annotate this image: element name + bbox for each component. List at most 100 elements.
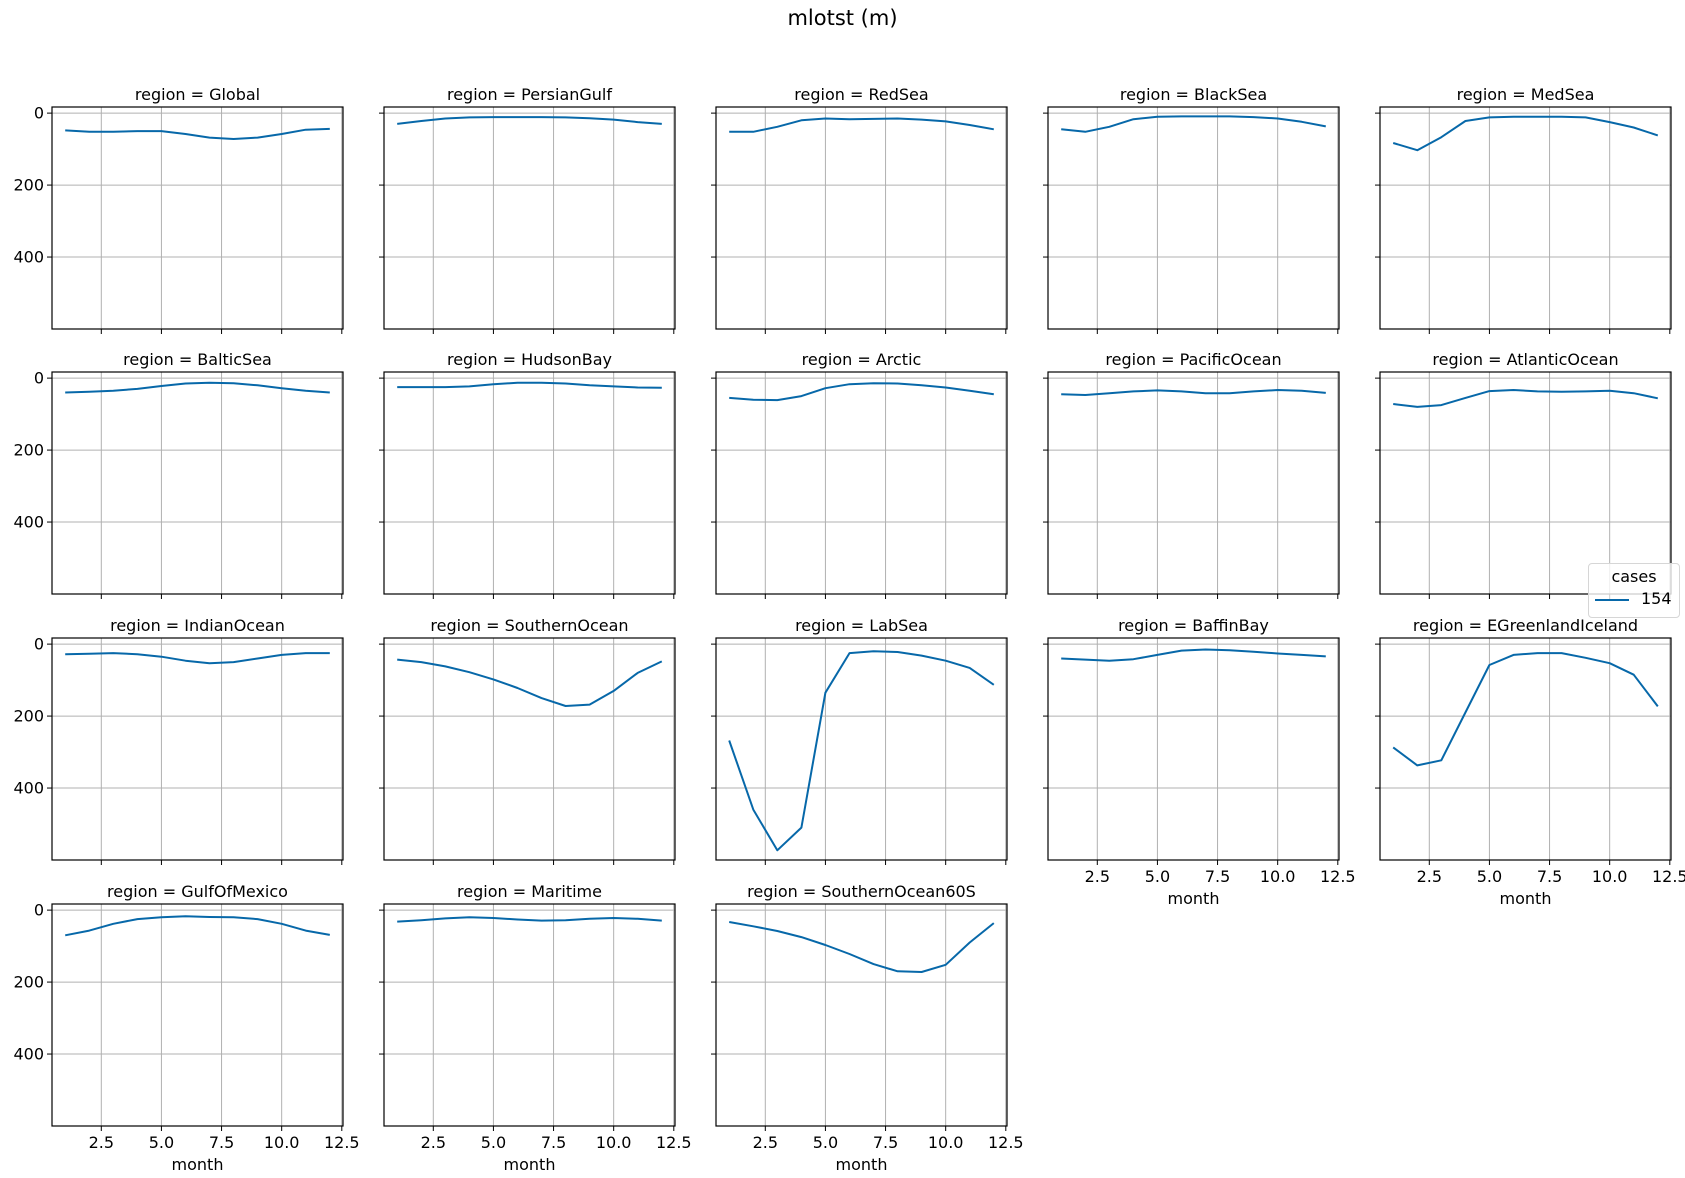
legend-line-icon: [1595, 599, 1629, 601]
data-line: [729, 921, 995, 973]
y-tick-label: 400: [13, 1045, 44, 1064]
panel-title: region = PacificOcean: [1105, 350, 1281, 369]
facet-panel-baffinbay: region = BaffinBay 2.5 5.0 7.5 10.0 12.5 month: [1043, 616, 1356, 908]
y-tick-label: 0: [34, 635, 44, 654]
x-tick-label: 12.5: [324, 1133, 360, 1152]
x-tick-label: 10.0: [1592, 867, 1628, 886]
panel-title: region = AtlanticOcean: [1432, 350, 1618, 369]
data-line: [397, 658, 663, 707]
x-tick-label: 5.0: [1477, 867, 1502, 886]
facet-panel-indianocean: region = IndianOcean 0 200 400: [13, 616, 344, 865]
y-tick-label: 0: [34, 901, 44, 920]
data-line: [65, 127, 330, 140]
panel-title: region = Global: [135, 85, 260, 104]
x-tick-label: 2.5: [89, 1133, 114, 1152]
axes-frame: [715, 106, 1008, 330]
axes-frame: [1047, 371, 1340, 595]
y-tick-label: 200: [13, 707, 44, 726]
x-tick-label: 2.5: [421, 1133, 446, 1152]
panel-title: region = EGreenlandIceland: [1413, 616, 1638, 635]
axes-frame: [715, 371, 1008, 595]
axes-frame: [51, 637, 344, 861]
x-axis-label: month: [1168, 889, 1220, 908]
data-line: [1392, 652, 1659, 767]
x-tick-label: 2.5: [753, 1133, 778, 1152]
axes-frame: [1379, 637, 1672, 861]
facet-panel-global: region = Global 0 200 400: [13, 85, 344, 334]
x-tick-label: 7.5: [541, 1133, 566, 1152]
data-line: [1061, 389, 1326, 396]
figure-title: mlotst (m): [787, 6, 898, 30]
x-tick-label: 2.5: [1417, 867, 1442, 886]
facet-panel-medsea: region = MedSea: [1375, 85, 1672, 334]
panel-title: region = BlackSea: [1120, 85, 1267, 104]
panel-title: region = HudsonBay: [447, 350, 612, 369]
y-tick-label: 400: [13, 779, 44, 798]
x-tick-label: 7.5: [1537, 867, 1562, 886]
axes-frame: [715, 903, 1008, 1127]
panel-title: region = Arctic: [802, 350, 922, 369]
x-tick-label: 12.5: [988, 1133, 1024, 1152]
x-tick-label: 10.0: [1260, 867, 1296, 886]
panel-title: region = RedSea: [794, 85, 928, 104]
facet-panel-maritime: region = Maritime 2.5 5.0 7.5 10.0 12.5 month: [379, 882, 692, 1174]
axes-frame: [51, 371, 344, 595]
data-line: [65, 381, 330, 394]
panel-title: region = PersianGulf: [447, 85, 612, 104]
panel-title: region = MedSea: [1457, 85, 1595, 104]
axes-frame: [1047, 637, 1340, 861]
axes-frame: [383, 903, 676, 1127]
axes-frame: [383, 637, 676, 861]
facet-panel-egreenlandiceland: region = EGreenlandIceland 2.5 5.0 7.5 10.0 1…: [1375, 616, 1685, 908]
x-axis-label: month: [504, 1155, 556, 1174]
axes-frame: [383, 106, 676, 330]
panel-title: region = SouthernOcean60S: [747, 882, 976, 901]
facet-panel-hudsonbay: region = HudsonBay: [379, 350, 676, 599]
facet-panel-arctic: region = Arctic: [711, 350, 1008, 599]
facet-panel-atlanticocean: region = AtlanticOcean: [1375, 350, 1672, 599]
y-tick-label: 200: [13, 441, 44, 460]
facet-panel-redsea: region = RedSea: [711, 85, 1008, 334]
x-tick-label: 7.5: [873, 1133, 898, 1152]
x-tick-label: 7.5: [1205, 867, 1230, 886]
axes-frame: [383, 371, 676, 595]
data-line: [729, 117, 994, 133]
x-tick-label: 2.5: [1085, 867, 1110, 886]
facet-panel-pacificocean: region = PacificOcean: [1043, 350, 1340, 599]
panel-title: region = LabSea: [795, 616, 928, 635]
x-axis-label: month: [1500, 889, 1552, 908]
data-line: [728, 650, 995, 852]
x-tick-label: 5.0: [813, 1133, 838, 1152]
x-tick-label: 12.5: [1652, 867, 1685, 886]
facet-panel-southernocean60s: region = SouthernOcean60S 2.5 5.0 7.5 10.0 12…: [711, 882, 1024, 1174]
data-line: [65, 915, 330, 937]
axes-frame: [1379, 106, 1672, 330]
x-tick-label: 10.0: [928, 1133, 964, 1152]
x-tick-label: 7.5: [209, 1133, 234, 1152]
facet-panel-southernocean: region = SouthernOcean: [379, 616, 676, 865]
axes-frame: [1379, 371, 1672, 595]
panel-title: region = IndianOcean: [110, 616, 285, 635]
y-tick-label: 0: [34, 369, 44, 388]
facet-panel-labsea: region = LabSea: [711, 616, 1008, 865]
y-tick-label: 400: [13, 513, 44, 532]
data-line: [397, 381, 662, 389]
panel-title: region = BalticSea: [123, 350, 272, 369]
data-line: [1061, 115, 1326, 133]
x-tick-label: 5.0: [1145, 867, 1170, 886]
facet-panel-blacksea: region = BlackSea: [1043, 85, 1340, 334]
x-tick-label: 5.0: [149, 1133, 174, 1152]
panel-title: region = SouthernOcean: [430, 616, 628, 635]
data-line: [1393, 389, 1659, 408]
y-tick-label: 200: [13, 176, 44, 195]
axes-frame: [715, 637, 1008, 861]
legend-title: cases: [1611, 567, 1657, 586]
axes-frame: [51, 106, 344, 330]
x-tick-label: 10.0: [264, 1133, 300, 1152]
x-tick-label: 5.0: [481, 1133, 506, 1152]
panel-title: region = BaffinBay: [1118, 616, 1269, 635]
axes-frame: [51, 903, 344, 1127]
axes-frame: [1047, 106, 1340, 330]
facet-panel-balticsea: region = BalticSea 0 200 400: [13, 350, 344, 599]
